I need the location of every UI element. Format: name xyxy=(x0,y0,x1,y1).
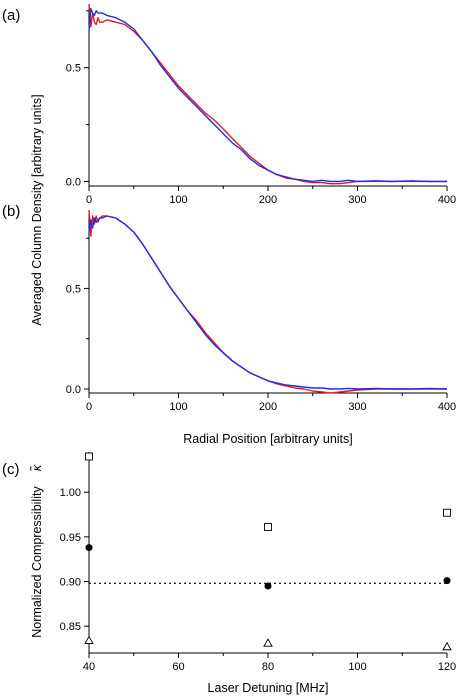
y-tick-label: 0.5 xyxy=(66,63,81,75)
plot-b-area: 0 100 200 300 400 0.0 0.5 xyxy=(66,209,456,413)
x-tick-label: 60 xyxy=(172,661,184,673)
y-tick-label: 0.90 xyxy=(60,577,81,589)
red-density-line xyxy=(88,209,447,394)
open-square-point xyxy=(264,523,272,531)
x-tick-label: 100 xyxy=(169,194,187,206)
open-triangle-point xyxy=(263,638,273,647)
x-tick-label: 80 xyxy=(262,661,274,673)
panel-b: (b) 0 100 200 300 400 0.0 0.5 xyxy=(2,203,456,413)
y-tick-label: 1.00 xyxy=(60,487,81,499)
open-triangle-point xyxy=(84,635,94,644)
radial-axis-title: Radial Position [arbitrary units] xyxy=(183,432,353,446)
filled-circle-point xyxy=(85,544,93,552)
x-tick-label: 400 xyxy=(438,194,456,206)
red-density-line xyxy=(88,3,447,185)
plot-a-area: 0 100 200 300 400 0.0 0.5 xyxy=(66,3,456,206)
density-axis-title: Averaged Column Density [arbitrary units… xyxy=(30,94,44,325)
open-square-point xyxy=(85,452,93,461)
y-tick-label: 0.95 xyxy=(60,532,81,544)
panel-b-label: (b) xyxy=(2,203,20,220)
panel-a-label: (a) xyxy=(2,7,20,24)
panel-a: (a) 0 100 200 300 400 0.0 0.5 xyxy=(2,3,456,206)
y-tick-label: 0.85 xyxy=(60,621,81,633)
panel-c-label: (c) xyxy=(2,461,20,478)
x-tick-label: 100 xyxy=(169,401,187,413)
blue-density-line xyxy=(88,7,447,183)
x-tick-label: 100 xyxy=(348,661,366,673)
y-tick-label: 0.0 xyxy=(66,176,81,188)
y-tick-label: 0.5 xyxy=(66,283,81,295)
x-tick-label: 40 xyxy=(83,661,95,673)
x-tick-label: 200 xyxy=(259,401,277,413)
x-tick-label: 400 xyxy=(438,401,456,413)
x-tick-label: 300 xyxy=(348,401,366,413)
open-square-point xyxy=(443,508,451,517)
x-tick-label: 300 xyxy=(348,194,366,206)
open-triangle-point xyxy=(442,641,452,651)
y-tick-label: 0.0 xyxy=(66,384,81,396)
blue-density-line xyxy=(88,215,448,390)
detuning-axis-title: Laser Detuning [MHz] xyxy=(208,681,329,695)
filled-circle-point xyxy=(443,577,451,585)
filled-circle-point xyxy=(264,582,272,590)
compressibility-axis-title: Normalized Compressibility xyxy=(30,486,44,638)
x-tick-label: 200 xyxy=(259,194,277,206)
panel-c: (c) 40 60 80 100 120 0.85 0.90 0.95 1.00 Normali… xyxy=(2,452,456,695)
x-tick-label: 120 xyxy=(438,661,456,673)
x-tick-label: 0 xyxy=(86,194,92,206)
plot-c-area: 40 60 80 100 120 0.85 0.90 0.95 1.00 xyxy=(60,452,456,673)
compressibility-symbol: κ̃ xyxy=(29,464,44,471)
x-tick-label: 0 xyxy=(86,401,92,413)
